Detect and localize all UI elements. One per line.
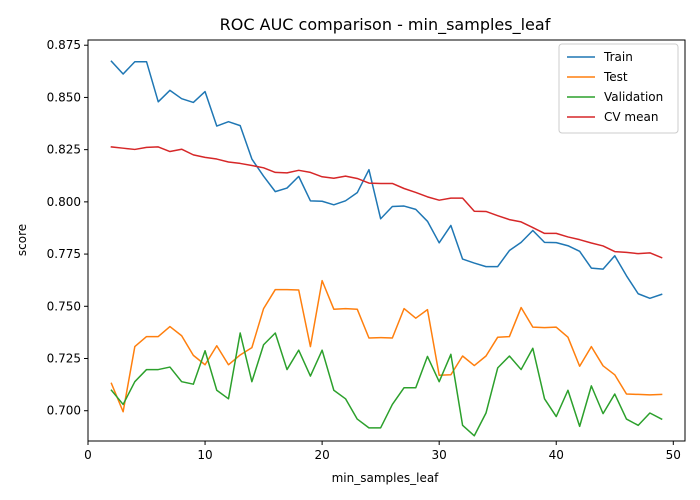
- series-line-test: [110, 279, 663, 413]
- series-line-validation: [110, 332, 663, 437]
- y-tick-label: 0.800: [47, 195, 81, 209]
- y-tick-label: 0.775: [47, 247, 81, 261]
- x-axis-label: min_samples_leaf: [332, 471, 440, 485]
- y-tick-label: 0.875: [47, 38, 81, 52]
- y-tick-label: 0.825: [47, 143, 81, 157]
- y-tick-label: 0.700: [47, 404, 81, 418]
- x-tick-label: 0: [84, 448, 92, 462]
- x-tick-label: 50: [666, 448, 681, 462]
- x-tick-label: 20: [314, 448, 329, 462]
- series-lines: [110, 60, 663, 437]
- series-line-cv-mean: [110, 146, 663, 259]
- y-tick-label: 0.750: [47, 299, 81, 313]
- x-axis-ticks: 0 10 20 30 40 50: [84, 441, 681, 462]
- chart-title: ROC AUC comparison - min_samples_leaf: [220, 15, 551, 35]
- legend: Train Test Validation CV mean: [558, 43, 679, 134]
- legend-label-train: Train: [603, 50, 633, 64]
- y-tick-label: 0.850: [47, 90, 81, 104]
- y-axis-ticks: 0.700 0.725 0.750 0.775 0.800 0.825 0.850 0.875: [47, 38, 88, 418]
- y-tick-label: 0.725: [47, 352, 81, 366]
- plot-area-frame: [87, 39, 686, 442]
- legend-label-test: Test: [603, 70, 628, 84]
- x-tick-label: 30: [432, 448, 447, 462]
- series-line-train: [110, 60, 663, 300]
- x-tick-label: 40: [549, 448, 564, 462]
- x-tick-label: 10: [197, 448, 212, 462]
- y-axis-label: score: [15, 224, 29, 256]
- legend-label-validation: Validation: [604, 90, 663, 104]
- legend-label-cv-mean: CV mean: [604, 110, 658, 124]
- legend-frame: [558, 43, 679, 134]
